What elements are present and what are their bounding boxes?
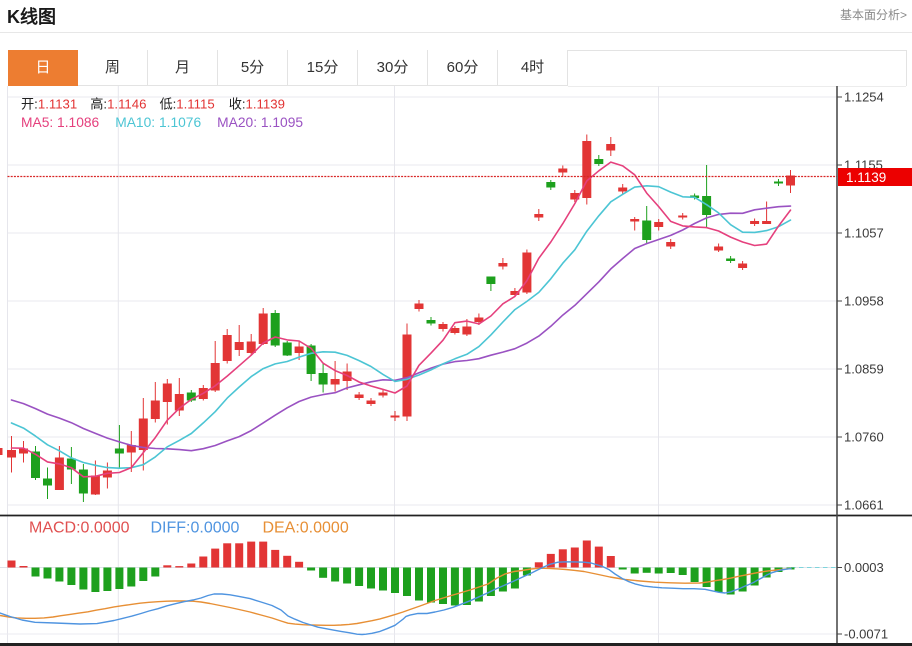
svg-text:1.1254: 1.1254: [844, 90, 884, 105]
svg-text:1.0760: 1.0760: [844, 430, 884, 445]
svg-text:1.0958: 1.0958: [844, 294, 884, 309]
svg-text:-0.0071: -0.0071: [844, 627, 888, 642]
svg-text:1.0859: 1.0859: [844, 362, 884, 377]
svg-text:1.1139: 1.1139: [846, 170, 886, 185]
svg-text:1.1057: 1.1057: [844, 226, 884, 241]
svg-text:1.0661: 1.0661: [844, 498, 884, 513]
svg-text:0.0003: 0.0003: [844, 560, 884, 575]
